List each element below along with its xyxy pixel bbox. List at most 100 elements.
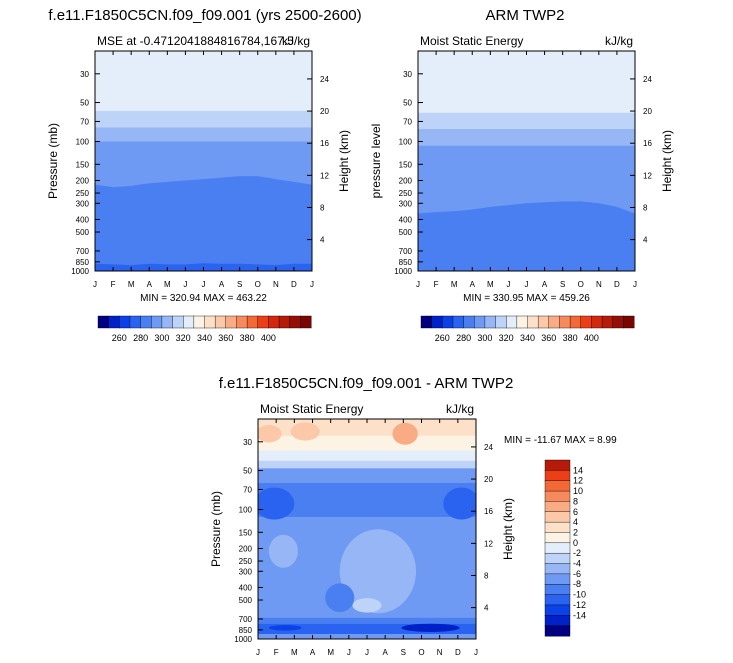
contour-band — [258, 435, 476, 451]
x-tick-label: A — [219, 280, 225, 289]
y-tick-label: 700 — [239, 615, 253, 624]
x-tick-label: F — [111, 280, 116, 289]
x-tick-label: S — [237, 280, 242, 289]
contour-blob — [325, 583, 355, 613]
colorbar-swatch — [544, 459, 571, 471]
chart-title: ARM TWP2 — [486, 7, 565, 24]
colorbar-swatch — [108, 315, 120, 329]
colorbar-swatch — [119, 315, 131, 329]
y-tick-label: 250 — [76, 189, 90, 198]
y-tick-label: 250 — [239, 557, 253, 566]
x-tick-label: N — [596, 280, 602, 289]
height-tick-label: 12 — [484, 539, 493, 548]
colorbar-swatch — [544, 532, 571, 544]
colorbar-swatch — [601, 315, 614, 329]
y-axis-label: Pressure (mb) — [46, 123, 60, 199]
chart-panel-2: ARM TWP2 Moist Static Energy kJ/kg J F M A M J J A… — [369, 7, 674, 304]
colorbar-label: 340 — [520, 333, 535, 343]
colorbar-1: 260 280 300 320 340 360 380 400 — [97, 315, 312, 343]
x-tick-label: O — [578, 280, 584, 289]
colorbar-swatch — [161, 315, 174, 329]
x-tick-label: M — [128, 280, 135, 289]
y-tick-label: 500 — [239, 596, 253, 605]
colorbar-swatch — [172, 315, 184, 329]
colorbar-swatch — [591, 315, 603, 329]
y-tick-label: 500 — [76, 228, 90, 237]
height-tick-label: 24 — [320, 75, 329, 84]
chart-panel-3: f.e11.F1850C5CN.f09_f09.001 - ARM TWP2 Mo… — [209, 375, 617, 657]
x-tick-label: M — [327, 648, 334, 657]
x-tick-label: M — [451, 280, 458, 289]
colorbar-label: 300 — [477, 333, 492, 343]
x-tick-label: N — [273, 280, 279, 289]
height-tick-label: 4 — [643, 236, 648, 245]
y-tick-label: 30 — [80, 70, 89, 79]
x-tick-label: J — [633, 280, 637, 289]
y-tick-label: 100 — [76, 138, 90, 147]
colorbar-swatch — [544, 604, 571, 616]
colorbar-swatch — [151, 315, 163, 329]
y-tick-label: 1000 — [234, 635, 252, 644]
y-tick-label: 30 — [243, 438, 252, 447]
x-tick-label: D — [291, 280, 297, 289]
colorbar-label: 320 — [499, 333, 514, 343]
colorbar-swatch — [544, 501, 571, 513]
colorbar-label: 10 — [573, 486, 583, 496]
colorbar-swatch — [129, 315, 142, 329]
contour-band — [258, 623, 476, 635]
contour-blob — [268, 534, 298, 568]
y-tick-label: 150 — [399, 160, 413, 169]
y-tick-label: 400 — [239, 583, 253, 592]
colorbar-label: 380 — [240, 333, 255, 343]
colorbar-label: 400 — [584, 333, 599, 343]
colorbar-swatch — [97, 315, 110, 329]
colorbar-label: -14 — [573, 610, 586, 620]
colorbar-swatch — [544, 470, 571, 482]
colorbar-swatch — [289, 315, 301, 329]
colorbar-swatch — [420, 315, 433, 329]
y-tick-label: 400 — [76, 215, 90, 224]
colorbar-label: 2 — [573, 527, 578, 537]
colorbar-swatch — [442, 315, 454, 329]
x-tick-label: O — [255, 280, 261, 289]
y-tick-label: 700 — [76, 247, 90, 256]
colorbar-swatch — [559, 315, 571, 329]
height-tick-label: 4 — [484, 604, 489, 613]
colorbar-swatch — [544, 594, 571, 606]
y-tick-label: 300 — [239, 567, 253, 576]
contour-band — [95, 229, 312, 271]
colorbar-swatch — [544, 511, 571, 523]
colorbar-swatch — [484, 315, 497, 329]
colorbar-swatch — [140, 315, 152, 329]
height-tick-label: 16 — [484, 507, 493, 516]
colorbar-swatch — [544, 480, 571, 492]
y-tick-label: 30 — [403, 70, 412, 79]
x-tick-label: J — [256, 648, 260, 657]
x-tick-label: J — [310, 280, 314, 289]
height-tick-label: 24 — [484, 443, 493, 452]
right-axis-label: Height (km) — [501, 498, 515, 560]
colorbar-label: 260 — [435, 333, 450, 343]
height-tick-label: 12 — [320, 171, 329, 180]
units-string: kJ/kg — [605, 34, 633, 48]
colorbar-swatch — [236, 315, 248, 329]
contour-blob — [392, 422, 418, 445]
colorbar-swatch — [431, 315, 443, 329]
y-tick-label: 150 — [239, 528, 253, 537]
colorbar-label: 360 — [541, 333, 556, 343]
colorbar-swatch — [516, 315, 528, 329]
right-axis-label: Height (km) — [660, 130, 674, 192]
x-tick-label: J — [416, 280, 420, 289]
colorbar-swatch — [225, 315, 237, 329]
colorbar-label: 0 — [573, 538, 578, 548]
x-tick-label: M — [487, 280, 494, 289]
colorbar-swatch — [544, 490, 571, 502]
units-string: kJ/kg — [282, 34, 310, 48]
contour-band — [258, 617, 476, 624]
contour-band — [258, 460, 476, 469]
height-tick-label: 16 — [320, 139, 329, 148]
x-tick-label: A — [542, 280, 548, 289]
x-tick-label: A — [147, 280, 153, 289]
